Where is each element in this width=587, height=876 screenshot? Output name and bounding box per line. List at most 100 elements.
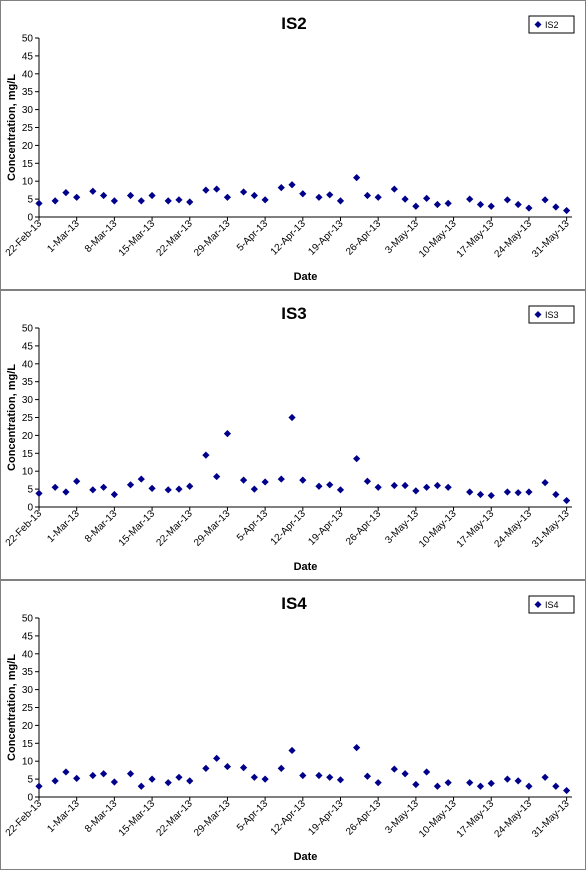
data-point [541, 196, 549, 204]
data-point [186, 482, 194, 490]
data-point [73, 477, 81, 485]
y-tick-label: 50 [22, 324, 34, 335]
data-point [223, 430, 232, 438]
data-point [223, 193, 232, 201]
data-point [202, 451, 210, 459]
legend-box [528, 305, 575, 324]
x-axis-label: Date [294, 271, 318, 283]
y-tick-label: 25 [22, 123, 34, 134]
data-point [137, 782, 145, 790]
data-point [126, 191, 135, 200]
data-point [100, 483, 108, 491]
data-point [175, 773, 183, 781]
data-point [186, 777, 194, 785]
chart-title: IS2 [281, 14, 307, 33]
y-tick-label: 15 [22, 739, 34, 750]
legend: IS3 [528, 305, 575, 324]
data-point [412, 487, 420, 495]
data-point [250, 485, 258, 493]
y-axis-label: Concentration, mg/L [6, 654, 18, 761]
data-point [299, 190, 307, 198]
y-tick-label: 10 [22, 467, 34, 478]
data-point [433, 200, 442, 209]
y-tick-label: 10 [22, 177, 34, 188]
data-point [363, 477, 372, 485]
y-tick-label: 25 [22, 703, 34, 714]
data-point [51, 197, 59, 205]
data-point [374, 193, 382, 201]
x-tick-label: 1-Mar-13 [45, 798, 82, 835]
y-tick-label: 35 [22, 87, 34, 98]
x-tick-label: 3-May-13 [383, 508, 421, 546]
legend-box [528, 595, 575, 614]
y-tick-label: 35 [22, 377, 34, 388]
data-point [401, 195, 409, 203]
data-point [100, 770, 108, 778]
legend-label: IS3 [545, 310, 559, 320]
data-point [261, 196, 269, 204]
y-tick-label: 25 [22, 413, 34, 424]
data-point [202, 186, 210, 194]
data-point [62, 768, 70, 776]
data-point [444, 483, 452, 491]
data-point [213, 754, 221, 762]
data-point [476, 200, 485, 209]
data-point [126, 770, 135, 778]
y-tick-label: 30 [22, 105, 34, 116]
data-point [288, 181, 296, 189]
data-point [336, 486, 345, 494]
chart-panel-is3: IS3 0 5 10 15 20 25 30 35 40 45 50 22-Feb-13 1-Mar-13… [0, 290, 586, 580]
data-point [164, 486, 172, 494]
y-tick-label: 45 [22, 631, 34, 642]
data-point [433, 481, 442, 490]
data-point [412, 202, 420, 210]
x-tick-label: 19-Apr-13 [306, 798, 346, 838]
data-point [353, 743, 361, 752]
data-point [299, 476, 307, 484]
x-axis-label: Date [294, 561, 318, 573]
data-point [277, 764, 285, 772]
data-point [148, 775, 156, 783]
legend-label: IS2 [545, 20, 559, 30]
legend-marker [534, 311, 542, 318]
y-tick-label: 40 [22, 649, 34, 660]
y-tick-label: 45 [22, 51, 34, 62]
data-point [401, 770, 409, 778]
data-point [73, 774, 81, 782]
data-point [476, 782, 485, 790]
x-axis-label: Date [294, 851, 318, 863]
x-tick-label: 24-May-13 [492, 218, 534, 260]
data-point [336, 776, 345, 784]
data-point [487, 779, 495, 787]
x-tick-label: 10-May-13 [417, 798, 459, 840]
y-tick-label: 35 [22, 667, 34, 678]
data-point [89, 486, 97, 494]
x-tick-label: 22-Mar-13 [154, 218, 195, 259]
y-axis-label: Concentration, mg/L [6, 74, 18, 181]
x-tick-label: 10-May-13 [417, 218, 459, 260]
data-point [288, 746, 296, 755]
y-tick-label: 15 [22, 449, 34, 460]
data-point [563, 496, 571, 505]
data-point [552, 782, 560, 790]
data-point [148, 191, 156, 200]
x-tick-label: 1-Mar-13 [45, 508, 82, 545]
data-point [525, 204, 533, 212]
data-point [239, 476, 248, 484]
data-point [503, 775, 511, 783]
x-tick-label: 17-May-13 [455, 798, 497, 840]
data-point [148, 484, 156, 492]
x-tick-label: 22-Mar-13 [154, 508, 195, 549]
data-point [390, 185, 398, 193]
data-point [110, 490, 118, 499]
x-tick-label: 12-Apr-13 [269, 218, 309, 258]
data-point [62, 488, 70, 496]
data-point [514, 200, 522, 209]
chart-title: IS4 [281, 594, 307, 613]
data-point [315, 193, 323, 201]
x-tick-label: 3-May-13 [383, 218, 421, 256]
x-tick-label: 8-Mar-13 [83, 508, 120, 545]
x-tick-label: 1-Mar-13 [45, 218, 82, 255]
x-tick-label: 19-Apr-13 [306, 218, 346, 258]
data-point [326, 481, 334, 489]
